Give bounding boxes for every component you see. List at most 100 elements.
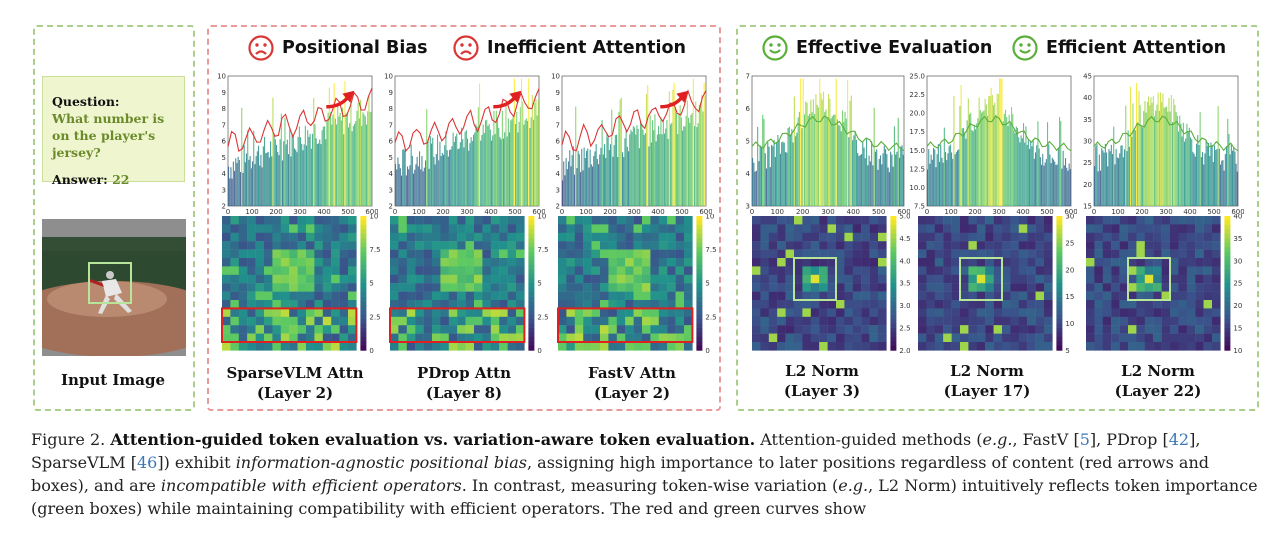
- heatmap-cell: [819, 300, 828, 309]
- heatmap-cell: [827, 249, 837, 259]
- heatmap-cell: [810, 300, 820, 309]
- heatmap-cell: [297, 325, 307, 334]
- heatmap-cell: [482, 342, 491, 351]
- heatmap-cell: [591, 308, 601, 317]
- heatmap-cell: [348, 216, 357, 225]
- heatmap-cell: [1186, 342, 1196, 351]
- heatmap-cell: [869, 266, 879, 275]
- bar: [971, 129, 973, 206]
- heatmap-cell: [960, 266, 969, 275]
- heatmap-cell: [1144, 232, 1154, 242]
- bar: [635, 134, 637, 206]
- heatmap-cell: [633, 224, 643, 233]
- bar: [871, 141, 873, 206]
- ref-link[interactable]: 42: [1168, 430, 1190, 449]
- heatmap-cell: [574, 241, 584, 250]
- bar: [247, 130, 249, 206]
- heatmap-cell: [1186, 308, 1196, 317]
- heatmap-cell: [943, 342, 952, 351]
- bar: [847, 79, 849, 206]
- heatmap-cell: [810, 241, 820, 250]
- bar: [784, 152, 787, 206]
- heatmap-cell: [1161, 258, 1171, 267]
- bar: [1176, 115, 1178, 206]
- bar: [976, 123, 978, 206]
- colorbar-step: [890, 336, 897, 342]
- heatmap-cell: [844, 300, 853, 309]
- bar: [1188, 127, 1190, 206]
- heatmap-cell: [918, 216, 927, 225]
- heatmap-cell: [448, 274, 458, 284]
- heatmap-cell: [852, 283, 862, 292]
- heatmap-cell: [398, 249, 407, 259]
- bar: [517, 132, 519, 206]
- heatmap-cell: [1144, 266, 1154, 275]
- bar: [948, 146, 950, 206]
- bar: [934, 149, 936, 206]
- bar: [1000, 78, 1002, 206]
- heatmap-cell: [306, 300, 315, 309]
- bar: [1136, 83, 1138, 206]
- heatmap-cell: [306, 291, 315, 301]
- heatmap-cell: [1212, 342, 1221, 351]
- heatmap-cell: [490, 283, 500, 292]
- bar-chart-l2-layer17: 0 100 200 300 400 500 6007.510.012.515.017.520…: [909, 73, 1077, 217]
- heatmap-cell: [499, 300, 508, 309]
- positional-bias-header: Positional Bias: [248, 35, 428, 61]
- heatmap-cell: [322, 325, 332, 334]
- bar: [1182, 122, 1184, 206]
- heatmap-cell: [1044, 216, 1053, 225]
- heatmap-cell: [272, 283, 281, 292]
- bar: [342, 107, 344, 206]
- ref-link[interactable]: 46: [136, 453, 158, 472]
- ref-link[interactable]: 5: [1079, 430, 1090, 449]
- bar: [685, 115, 687, 206]
- heatmap-cell: [230, 333, 239, 343]
- heatmap-cell: [398, 274, 407, 284]
- heatmap-cell: [985, 283, 994, 292]
- heatmap-cell: [1170, 316, 1179, 326]
- bar: [408, 169, 410, 206]
- heatmap-cell: [852, 308, 862, 317]
- heatmap-cell: [406, 342, 416, 351]
- bar: [902, 154, 904, 206]
- bar: [978, 97, 980, 206]
- heatmap-cell: [836, 316, 845, 326]
- colorbar-step: [890, 269, 897, 275]
- bar: [1230, 145, 1232, 206]
- bar: [670, 124, 672, 206]
- heatmap-cell: [675, 258, 685, 267]
- heatmap-cell: [255, 325, 265, 334]
- heatmap-cell: [499, 258, 508, 267]
- heatmap-cell: [322, 258, 332, 267]
- heatmap-cell: [960, 224, 969, 233]
- heatmap-cell: [583, 316, 592, 326]
- bar: [853, 135, 855, 206]
- heatmap-cell: [306, 232, 315, 242]
- bar: [660, 117, 662, 206]
- bar: [1066, 167, 1068, 206]
- heatmap-cell: [777, 249, 786, 259]
- heatmap-cell: [264, 232, 273, 242]
- heatmap-cell: [516, 316, 525, 326]
- heatmap-cell: [314, 241, 323, 250]
- heatmap-cell: [280, 316, 290, 326]
- bar: [949, 144, 951, 206]
- bar: [1110, 144, 1112, 206]
- colorbar-step: [1056, 336, 1063, 342]
- heatmap-cell: [507, 274, 517, 284]
- heatmap-cell: [238, 249, 248, 259]
- heatmap-cell: [1203, 266, 1213, 275]
- heatmap-cell: [777, 224, 786, 233]
- bar: [928, 149, 930, 206]
- bar: [271, 156, 273, 206]
- heatmap-cell: [658, 325, 668, 334]
- colorbar-step: [890, 319, 897, 324]
- colorbar-step: [890, 292, 897, 297]
- colorbar-step: [696, 310, 703, 315]
- colorbar-step: [1056, 314, 1063, 320]
- colorbar-step: [528, 332, 535, 338]
- heatmap-cell: [448, 232, 458, 242]
- heatmap-cell: [951, 232, 961, 242]
